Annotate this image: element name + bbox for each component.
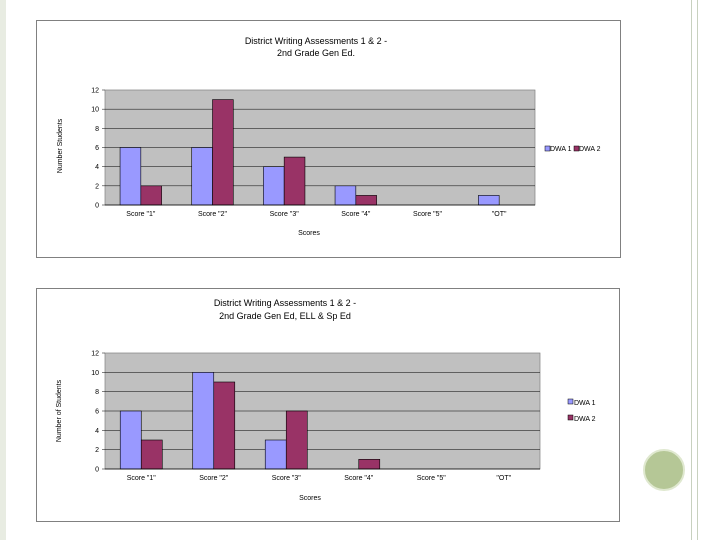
bar-dwa2-3	[358, 459, 381, 470]
slide-left-border	[0, 0, 6, 540]
x-tick-label: Score "5"	[417, 475, 447, 482]
legend-swatch-dwa2	[573, 145, 580, 152]
y-tick-label: 10	[91, 370, 99, 377]
x-tick-label: Score "5"	[413, 211, 443, 218]
bar-dwa1-0	[119, 410, 142, 470]
chart-title-line2: 2nd Grade Gen Ed.	[277, 48, 355, 58]
plot-area: 0 2 4 6 8 10 12 Score "1" Score "2" Score "3" Scor…	[91, 351, 541, 482]
bar-dwa2-2	[283, 156, 306, 206]
bar-dwa1-2	[264, 439, 287, 470]
y-tick-label: 4	[95, 164, 99, 171]
y-tick-label: 2	[95, 183, 99, 190]
bar-dwa2-3	[355, 195, 377, 206]
x-tick-label: Score "3"	[270, 211, 300, 218]
bar-dwa1-1	[191, 147, 213, 206]
y-tick-label: 8	[95, 126, 99, 133]
chart-title-line1: District Writing Assessments 1 & 2 -	[245, 36, 387, 46]
x-tick-label: Score "3"	[272, 475, 302, 482]
chart-svg-2: District Writing Assessments 1 & 2 - 2nd…	[56, 298, 596, 502]
decorative-circle	[643, 449, 685, 491]
bar-dwa1-3	[334, 185, 357, 206]
x-tick-label: "OT"	[492, 211, 507, 218]
bar-dwa2-2	[285, 410, 308, 470]
x-tick-label: Score "1"	[126, 211, 156, 218]
legend-swatch-dwa1	[544, 145, 551, 152]
bar-dwa2-1	[212, 99, 234, 206]
x-axis-label: Scores	[298, 230, 320, 237]
y-tick-label: 12	[91, 88, 99, 95]
legend-label-dwa1: DWA 1	[550, 146, 572, 153]
y-tick-label: 8	[95, 389, 99, 396]
legend: DWA 1 DWA 2	[567, 398, 596, 423]
legend: DWA 1 DWA 2	[544, 145, 601, 153]
y-tick-label: 12	[91, 351, 99, 358]
chart-title-line2: 2nd Grade Gen Ed, ELL & Sp Ed	[219, 311, 351, 321]
y-tick-label: 6	[95, 409, 99, 416]
y-tick-label: 2	[95, 447, 99, 454]
bar-dwa2-0	[140, 185, 162, 206]
x-tick-label: Score "2"	[198, 211, 228, 218]
chart-gen-ed-ell-sped: District Writing Assessments 1 & 2 - 2nd…	[36, 288, 620, 522]
bar-dwa1-5	[478, 195, 500, 206]
x-tick-label: Score "2"	[199, 475, 229, 482]
legend-label-dwa2: DWA 2	[579, 146, 601, 153]
slide-right-rule	[691, 0, 692, 540]
chart-title-line1: District Writing Assessments 1 & 2 -	[214, 298, 356, 308]
legend-swatch-dwa1	[567, 398, 574, 405]
y-tick-label: 10	[91, 107, 99, 114]
chart-svg-1: District Writing Assessments 1 & 2 - 2nd…	[57, 36, 601, 237]
x-tick-label: Score "1"	[127, 475, 157, 482]
legend-label-dwa2: DWA 2	[574, 416, 596, 423]
plot-area: 0 2 4 6 8 10 12 Score "1" Score "2" Score "3" Scor…	[91, 88, 536, 218]
bar-dwa2-0	[140, 439, 163, 470]
x-tick-label: Score "4"	[344, 475, 374, 482]
x-tick-label: "OT"	[496, 475, 511, 482]
y-tick-label: 0	[95, 467, 99, 474]
bar-dwa1-2	[263, 166, 285, 206]
bar-dwa1-1	[192, 372, 215, 470]
y-axis-label: Number Students	[57, 118, 64, 173]
x-axis-label: Scores	[299, 495, 321, 502]
bar-dwa2-1	[213, 381, 236, 470]
y-tick-label: 0	[95, 203, 99, 210]
y-tick-label: 4	[95, 428, 99, 435]
legend-label-dwa1: DWA 1	[574, 400, 596, 407]
x-tick-label: Score "4"	[341, 211, 371, 218]
chart-gen-ed: District Writing Assessments 1 & 2 - 2nd…	[36, 20, 621, 258]
legend-swatch-dwa2	[567, 414, 574, 421]
bar-dwa1-0	[119, 147, 142, 206]
y-axis-label: Number of Students	[56, 379, 63, 442]
y-tick-label: 6	[95, 145, 99, 152]
slide-right-rule-outer	[697, 0, 698, 540]
